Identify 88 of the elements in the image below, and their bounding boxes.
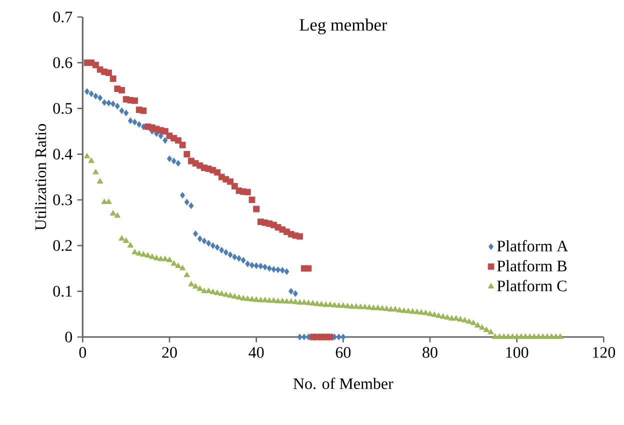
y-tick-label: 0.3	[53, 194, 72, 206]
y-axis-title: Utilization Ratio	[34, 124, 46, 230]
y-tick-label: 0	[65, 332, 72, 342]
point	[128, 118, 133, 124]
point	[210, 242, 216, 249]
point	[248, 196, 256, 204]
point	[197, 236, 202, 242]
point	[132, 97, 138, 104]
point	[214, 244, 220, 251]
y-tick-label: 0.5	[53, 102, 72, 114]
point	[158, 132, 164, 140]
x-tick-label: 100	[506, 347, 528, 358]
point	[236, 255, 242, 262]
legend-label: Platform C	[497, 280, 566, 292]
x-axis-title: No. of Member	[293, 378, 394, 390]
point	[88, 90, 94, 98]
point	[93, 92, 98, 100]
point	[227, 178, 234, 185]
point	[245, 260, 250, 268]
point	[206, 240, 212, 246]
point	[214, 169, 220, 176]
y-tick-label: 0.4	[53, 148, 72, 160]
y-tick-label: 0.2	[53, 240, 72, 252]
point	[118, 86, 125, 94]
point	[140, 108, 147, 114]
point	[176, 160, 181, 166]
point	[92, 62, 99, 68]
x-tick-label: 40	[248, 347, 264, 358]
point	[244, 188, 251, 196]
point	[106, 70, 112, 76]
point	[179, 142, 186, 148]
point	[280, 267, 285, 274]
point	[106, 100, 112, 106]
point	[326, 334, 334, 340]
x-tick-label: 0	[79, 347, 86, 358]
point	[184, 198, 190, 206]
point	[305, 265, 312, 272]
point	[297, 334, 302, 340]
point	[102, 99, 107, 106]
point	[254, 262, 259, 269]
y-tick-label: 0.6	[53, 57, 72, 68]
point	[223, 249, 228, 256]
y-tick-label: 0.7	[53, 12, 72, 22]
point	[253, 206, 260, 212]
point	[228, 252, 233, 258]
x-tick-label: 80	[422, 347, 438, 358]
point	[110, 76, 116, 82]
point	[276, 266, 281, 274]
point	[132, 118, 138, 126]
x-tick-label: 120	[593, 347, 616, 358]
legend-label: Platform B	[497, 260, 567, 272]
point	[171, 158, 176, 164]
legend-label: Platform A	[497, 240, 568, 252]
point	[167, 156, 172, 162]
point	[136, 121, 142, 128]
point	[284, 268, 290, 275]
point	[288, 288, 294, 294]
point	[188, 202, 194, 210]
x-tick-label: 60	[336, 347, 351, 358]
point	[262, 264, 268, 270]
point	[231, 182, 238, 190]
point	[98, 94, 102, 102]
point	[292, 290, 298, 297]
point	[336, 334, 342, 340]
point	[110, 100, 116, 108]
point	[302, 334, 307, 340]
point	[240, 257, 246, 264]
x-tick-label: 20	[162, 347, 177, 358]
point	[119, 108, 124, 114]
point	[258, 262, 264, 270]
point	[114, 102, 120, 110]
point	[162, 137, 168, 144]
y-tick-label: 0.1	[53, 286, 72, 297]
point	[250, 262, 254, 268]
chart-title: Leg member	[300, 18, 388, 34]
point	[266, 265, 272, 272]
point	[232, 254, 238, 260]
point	[84, 88, 90, 95]
point	[193, 230, 198, 237]
point	[174, 137, 182, 144]
point	[184, 150, 190, 158]
point	[296, 233, 303, 240]
point	[180, 192, 185, 198]
point	[124, 110, 129, 116]
point	[340, 334, 346, 340]
point	[219, 246, 224, 254]
point	[271, 266, 276, 273]
point	[202, 238, 207, 244]
